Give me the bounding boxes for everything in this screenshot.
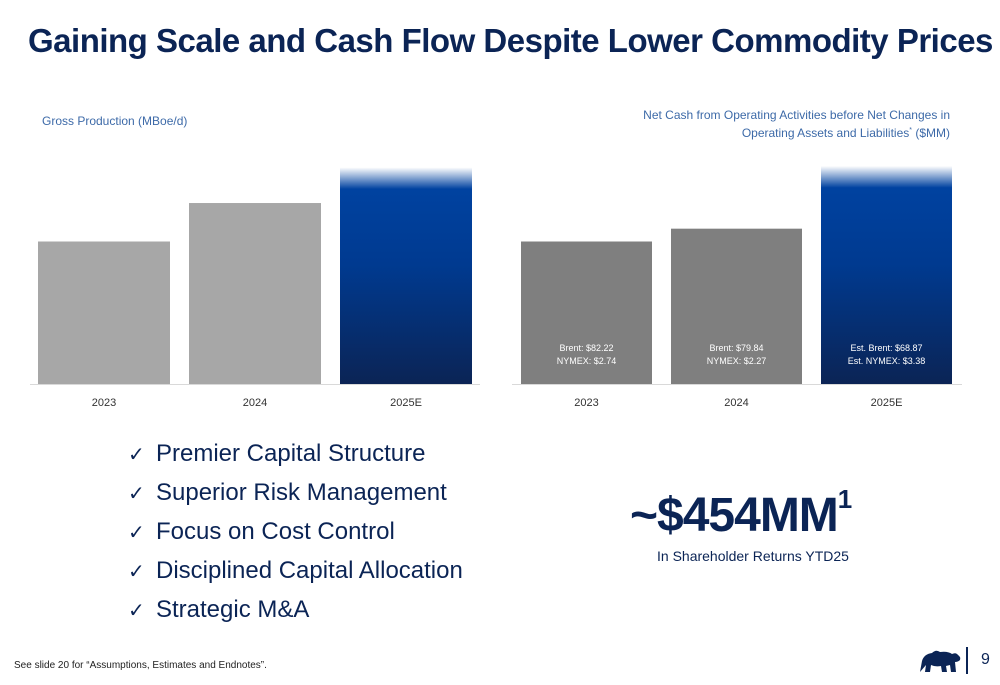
cashflow-chart-title-main: Net Cash from Operating Activities befor… <box>643 108 950 140</box>
bar-2025e <box>821 165 952 384</box>
production-chart-title: Gross Production (MBoe/d) <box>42 114 188 128</box>
x-tick-label: 2025E <box>390 397 422 409</box>
slide-title: Gaining Scale and Cash Flow Despite Lowe… <box>28 22 993 59</box>
returns-amount: ~$454MM <box>630 489 839 542</box>
x-tick-label: 2024 <box>243 397 267 409</box>
bar-annotation: Est. NYMEX: $3.38 <box>848 356 926 366</box>
bullet-text: Premier Capital Structure <box>156 440 426 467</box>
bullet-text: Disciplined Capital Allocation <box>156 557 463 584</box>
bar-2023 <box>38 241 170 384</box>
bar-annotation: NYMEX: $2.74 <box>557 356 617 366</box>
bullet-item: ✓ Strategic M&A <box>128 592 463 631</box>
returns-footnote-mark: 1 <box>837 484 853 514</box>
check-icon: ✓ <box>128 600 145 622</box>
x-tick-label: 2023 <box>574 397 598 409</box>
bullet-item: ✓ Premier Capital Structure <box>128 436 463 475</box>
bullet-item: ✓ Disciplined Capital Allocation <box>128 553 463 592</box>
bar-annotation: Est. Brent: $68.87 <box>850 343 922 353</box>
check-icon: ✓ <box>128 561 145 583</box>
bar-2024 <box>189 203 321 384</box>
bullet-text: Focus on Cost Control <box>156 518 395 545</box>
cashflow-bar-chart: 2023 Brent: $82.22 NYMEX: $2.74 2024 Brent: … <box>512 165 962 409</box>
bar-annotation: Brent: $79.84 <box>709 343 763 353</box>
bullet-text: Strategic M&A <box>156 596 310 623</box>
cashflow-chart-title-mark: * <box>909 127 912 134</box>
footnote: See slide 20 for “Assumptions, Estimates… <box>14 660 267 671</box>
shareholder-returns-value: ~$454MM1 <box>630 484 852 543</box>
bullet-item: ✓ Superior Risk Management <box>128 475 463 514</box>
shareholder-returns-caption: In Shareholder Returns YTD25 <box>657 548 849 564</box>
page-number: 9 <box>981 651 990 668</box>
bar-2023 <box>521 241 652 384</box>
bear-logo-icon <box>920 650 961 672</box>
bullet-list: ✓ Premier Capital Structure ✓ Superior Ris… <box>128 436 463 631</box>
check-icon: ✓ <box>128 483 145 505</box>
check-icon: ✓ <box>128 522 145 544</box>
bar-annotation: Brent: $82.22 <box>559 343 613 353</box>
bar-2024 <box>671 228 802 384</box>
check-icon: ✓ <box>128 444 145 466</box>
x-tick-label: 2023 <box>92 397 116 409</box>
page-divider <box>966 647 968 674</box>
bullet-text: Superior Risk Management <box>156 479 447 506</box>
x-tick-label: 2025E <box>871 397 903 409</box>
bar-annotation: NYMEX: $2.27 <box>707 356 767 366</box>
bullet-item: ✓ Focus on Cost Control <box>128 514 463 553</box>
cashflow-chart-title: Net Cash from Operating Activities befor… <box>590 108 950 141</box>
bar-2025e <box>340 167 472 384</box>
cashflow-chart-title-units: ($MM) <box>915 126 950 140</box>
x-tick-label: 2024 <box>724 397 748 409</box>
production-bar-chart: 2023 2024 2025E <box>30 167 480 409</box>
